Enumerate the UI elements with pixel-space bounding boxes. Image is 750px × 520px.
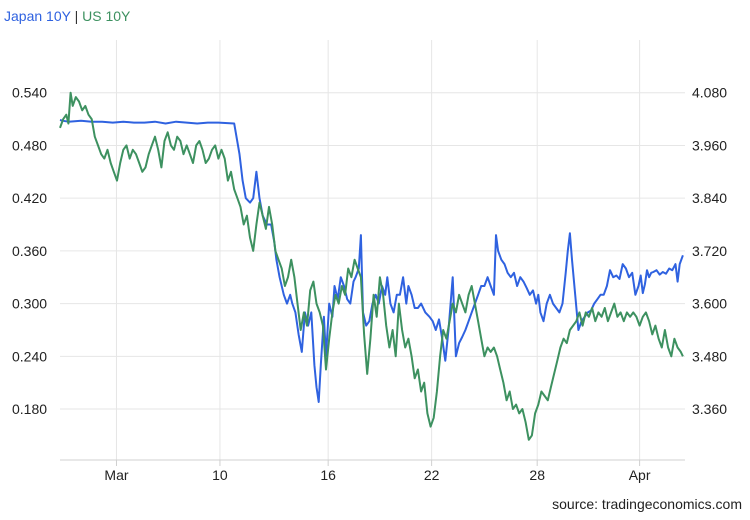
japan-10y-line <box>59 119 684 403</box>
x-tick-label: 10 <box>212 467 228 483</box>
y-left-tick-label: 0.540 <box>12 85 47 101</box>
x-tick-label: Apr <box>629 467 651 483</box>
y-left-tick-label: 0.240 <box>12 348 47 364</box>
y-right-tick-label: 3.600 <box>692 296 727 312</box>
legend-us-10y[interactable]: US 10Y <box>82 8 131 24</box>
y-left-tick-label: 0.180 <box>12 401 47 417</box>
chart-legend: Japan 10Y | US 10Y <box>4 8 130 24</box>
legend-separator: | <box>74 8 79 24</box>
x-tick-label: 16 <box>320 467 336 483</box>
y-left-tick-label: 0.420 <box>12 190 47 206</box>
legend-japan-10y[interactable]: Japan 10Y <box>4 8 71 24</box>
x-tick-label: Mar <box>104 467 128 483</box>
y-left-tick-label: 0.360 <box>12 243 47 259</box>
y-left-tick-label: 0.480 <box>12 137 47 153</box>
y-right-tick-label: 3.360 <box>692 401 727 417</box>
y-right-tick-label: 3.840 <box>692 190 727 206</box>
y-right-tick-label: 4.080 <box>692 85 727 101</box>
source-credit: source: tradingeconomics.com <box>552 496 742 512</box>
y-right-tick-label: 3.960 <box>692 137 727 153</box>
y-right-tick-label: 3.720 <box>692 243 727 259</box>
y-right-tick-label: 3.480 <box>692 348 727 364</box>
x-tick-label: 28 <box>529 467 545 483</box>
us-10y-line <box>59 91 684 441</box>
y-left-tick-label: 0.300 <box>12 296 47 312</box>
x-tick-label: 22 <box>424 467 440 483</box>
